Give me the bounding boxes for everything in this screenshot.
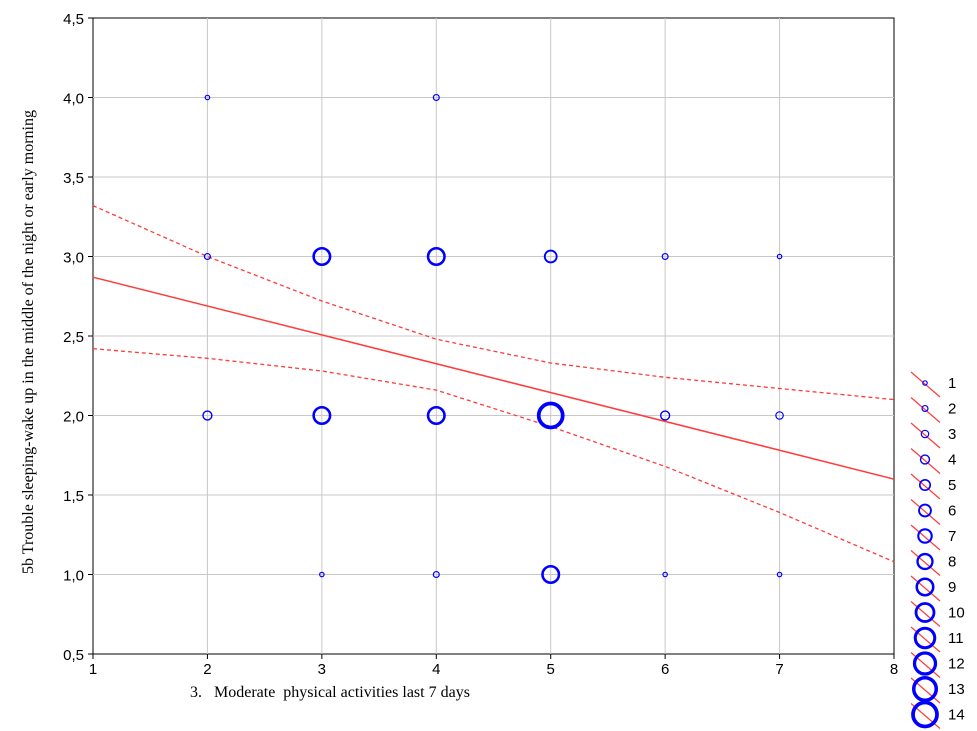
y-tick-labels: 0,5 1,0 1,5 2,0 2,5 3,0 3,5 4,0 4,5 [63,11,84,664]
grid-lines [88,17,895,659]
data-point [776,571,783,578]
legend-label: 14 [948,707,965,724]
data-point [541,564,561,585]
legend-label: 1 [948,375,956,392]
legend-marker [914,602,936,623]
regression-line [92,276,895,480]
x-tick-label: 7 [775,661,783,678]
x-tick-label: 5 [547,661,555,678]
legend-marker [911,700,939,729]
legend-marker [918,503,932,518]
data-point [662,571,668,578]
legend-line-swatch [910,550,941,576]
legend-line-swatch [910,524,941,551]
y-tick-label: 3,5 [63,170,84,187]
data-points [202,93,784,585]
data-point [432,570,440,579]
y-tick-label: 4,5 [63,11,84,28]
x-tick-label: 1 [89,661,97,678]
data-point [204,94,211,101]
legend-label: 6 [948,503,956,520]
y-tick-label: 3,0 [63,250,84,267]
legend-marker [921,404,929,413]
y-tick-label: 2,0 [63,409,84,426]
legend-line-swatch [910,601,941,627]
legend-marker [916,552,934,571]
y-axis-title: 5b Trouble sleeping-wake up in the middl… [20,110,37,574]
legend-marker [922,380,928,386]
legend-marker [917,528,933,544]
legend-marker [912,651,938,676]
confidence-band-upper [92,205,895,401]
legend-label: 12 [948,656,965,673]
confidence-band-lower [92,348,895,563]
legend-label: 13 [948,681,965,698]
data-point [661,252,669,261]
legend-label: 8 [948,554,956,571]
y-tick-label: 2,5 [63,329,84,346]
legend-line-swatch [910,575,941,602]
data-point [202,410,213,421]
legend-line-swatch [910,422,941,449]
legend-marker [913,626,937,650]
data-point [319,571,325,578]
legend-marker [919,454,931,465]
legend-line-swatch [910,473,941,500]
data-point [543,249,558,264]
data-point [659,410,671,421]
legend-line-swatch [910,371,941,398]
y-tick-label: 1,0 [63,568,84,585]
legend-line-swatch [910,397,941,423]
data-point [776,253,783,260]
x-tick-label: 8 [890,661,898,678]
fit-lines [92,205,895,563]
legend-label: 11 [948,630,964,647]
x-axis-title: 3. Moderate physical activities last 7 d… [190,684,470,701]
legend-label: 9 [948,579,956,596]
legend-label: 2 [948,401,956,418]
data-point [426,405,446,426]
x-tick-label: 2 [203,661,211,678]
y-tick-label: 4,0 [63,91,84,108]
legend-line-swatch [910,448,941,474]
x-tick-label: 6 [661,661,669,678]
legend-label: 7 [948,528,956,545]
legend-marker [918,478,932,492]
legend-label: 5 [948,477,956,494]
y-tick-label: 1,5 [63,488,84,505]
x-tick-label: 3 [318,661,326,678]
data-point [203,252,211,261]
data-point [432,93,440,102]
legend-marker [915,577,935,597]
x-tick-labels: 1 2 3 4 5 6 7 8 [89,661,898,678]
data-point [536,401,565,430]
legend-line-swatch [910,626,941,653]
legend-marker [920,429,930,439]
data-point [312,405,332,426]
legend-label: 3 [948,426,956,443]
y-tick-label: 0,5 [63,647,84,664]
data-point [426,246,446,267]
data-point [775,411,784,420]
legend-line-swatch [910,499,941,525]
legend-label: 4 [948,452,956,469]
legend-label: 10 [948,605,965,622]
data-point [312,246,332,267]
legend-marker [911,675,939,703]
x-tick-label: 4 [432,661,440,678]
